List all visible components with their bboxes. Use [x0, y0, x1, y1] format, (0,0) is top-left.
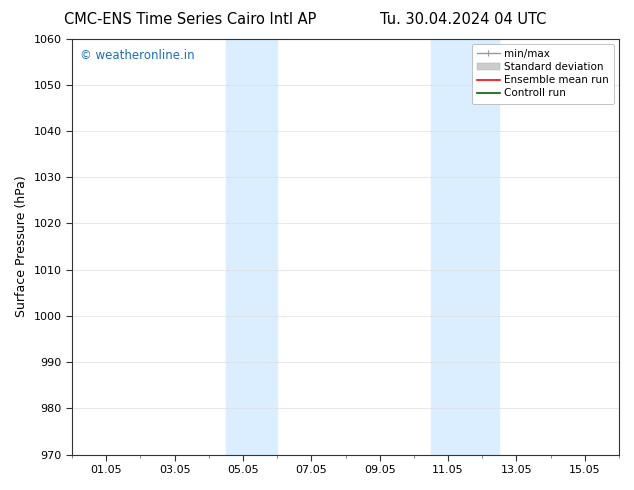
Bar: [226, 39, 277, 455]
Bar: [431, 39, 500, 455]
Y-axis label: Surface Pressure (hPa): Surface Pressure (hPa): [15, 176, 28, 318]
Text: © weatheronline.in: © weatheronline.in: [81, 49, 195, 62]
Text: Tu. 30.04.2024 04 UTC: Tu. 30.04.2024 04 UTC: [380, 12, 546, 27]
Text: CMC-ENS Time Series Cairo Intl AP: CMC-ENS Time Series Cairo Intl AP: [64, 12, 316, 27]
Legend: min/max, Standard deviation, Ensemble mean run, Controll run: min/max, Standard deviation, Ensemble me…: [472, 44, 614, 103]
